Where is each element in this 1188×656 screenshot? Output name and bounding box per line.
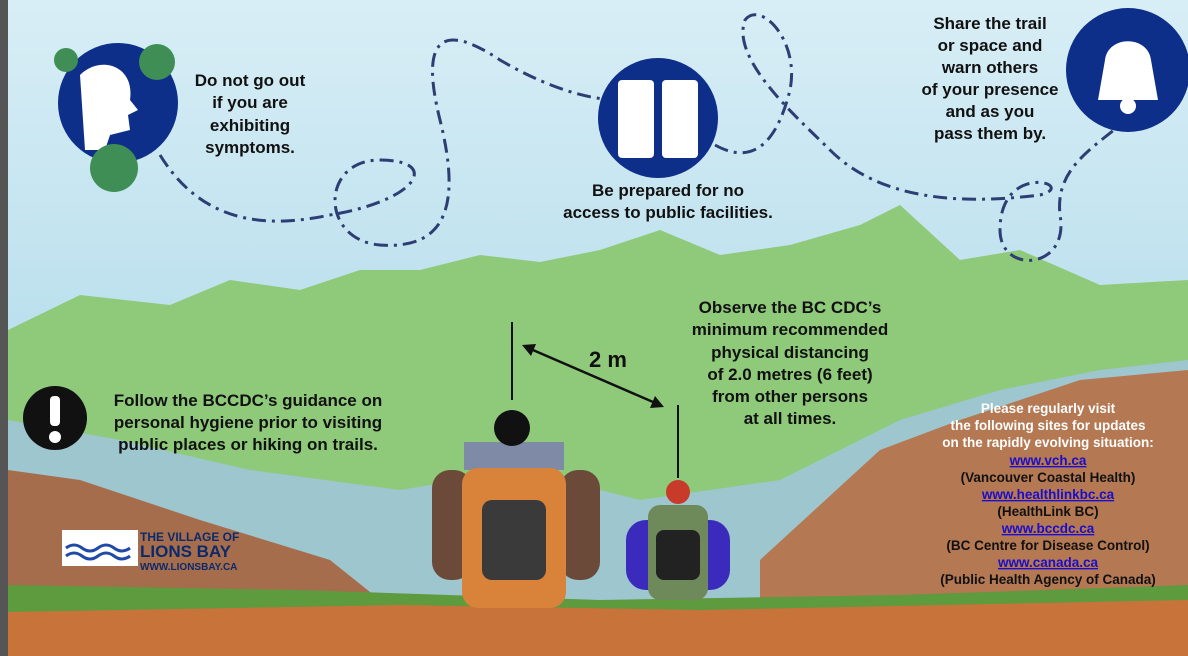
share-text: or space and (938, 36, 1043, 55)
page: Do not go out if you are exhibiting symp… (0, 0, 1188, 656)
resource-link[interactable]: www.canada.ca (997, 555, 1099, 570)
share-text: and as you (946, 102, 1035, 121)
symptoms-text: symptoms. (205, 138, 295, 157)
resource-name: (HealthLink BC) (997, 504, 1098, 519)
distance-text: minimum recommended (692, 320, 889, 339)
distance-text: of 2.0 metres (6 feet) (707, 365, 872, 384)
resources-intro: Please regularly visit (981, 401, 1116, 416)
share-text: of your presence (922, 80, 1059, 99)
infographic: Do not go out if you are exhibiting symp… (0, 0, 1188, 656)
resources-intro: the following sites for updates (950, 418, 1145, 433)
resources-intro: on the rapidly evolving situation: (942, 435, 1154, 450)
toilet (618, 80, 654, 158)
distance-text: from other persons (712, 387, 868, 406)
resource-link[interactable]: www.vch.ca (1009, 453, 1087, 468)
symptoms-text: Do not go out (195, 71, 306, 90)
exclamation-dot (49, 431, 61, 443)
resource-link[interactable]: www.healthlinkbc.ca (981, 487, 1115, 502)
hygiene-text: Follow the BCCDC’s guidance on (114, 391, 383, 410)
resource-name: (Public Health Agency of Canada) (940, 572, 1156, 587)
symptoms-text: if you are (212, 93, 288, 112)
share-text: warn others (941, 58, 1038, 77)
share-text: pass them by. (934, 124, 1046, 143)
logo-text: LIONS BAY (140, 542, 232, 561)
logo-url: WWW.LIONSBAY.CA (140, 562, 237, 573)
virus (54, 48, 78, 72)
distance-text: Observe the BC CDC’s (699, 298, 882, 317)
virus (139, 44, 175, 80)
share-text: Share the trail (933, 14, 1046, 33)
symptoms-text: exhibiting (210, 116, 290, 135)
bell-clapper (1120, 98, 1136, 114)
distance-label: 2 m (589, 347, 627, 372)
toilet (662, 80, 698, 158)
virus (90, 144, 138, 192)
facilities-text: Be prepared for no (592, 181, 744, 200)
frame-edge (0, 0, 8, 656)
hygiene-text: personal hygiene prior to visiting (114, 413, 382, 432)
distance-text: at all times. (744, 409, 837, 428)
hygiene-text: public places or hiking on trails. (118, 435, 378, 454)
facilities-text: access to public facilities. (563, 203, 773, 222)
resource-name: (BC Centre for Disease Control) (946, 538, 1149, 553)
facilities-icon (598, 58, 718, 178)
distance-text: physical distancing (711, 343, 869, 362)
resource-name: (Vancouver Coastal Health) (961, 470, 1136, 485)
exclamation-mark (50, 396, 60, 426)
resource-link[interactable]: www.bccdc.ca (1001, 521, 1095, 536)
